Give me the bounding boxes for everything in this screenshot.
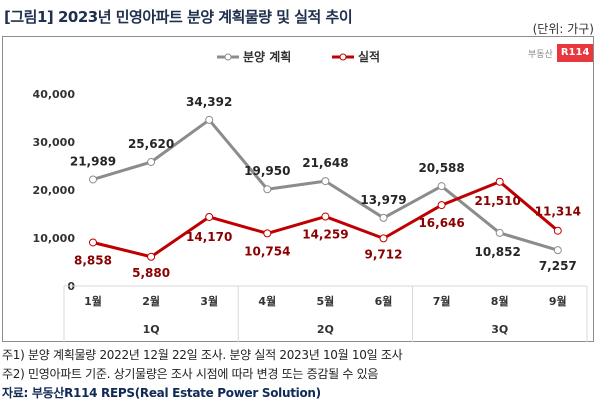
quarter-label: 1Q bbox=[143, 323, 160, 336]
y-tick-label: 40,000 bbox=[33, 88, 76, 101]
x-tick-label: 8월 bbox=[491, 294, 509, 308]
data-point bbox=[89, 238, 97, 247]
data-label: 21,989 bbox=[70, 154, 116, 168]
data-label: 14,170 bbox=[186, 230, 232, 244]
chart-frame bbox=[2, 36, 594, 342]
y-tick-label: 10,000 bbox=[33, 232, 76, 245]
data-label: 25,620 bbox=[128, 137, 174, 151]
line-chart: 010,00020,00030,00040,0001Q2Q3Q1월2월3월4월5… bbox=[33, 49, 588, 342]
data-point bbox=[89, 175, 97, 184]
data-point bbox=[379, 213, 388, 222]
data-point bbox=[495, 177, 504, 186]
legend-label: 분양 계획 bbox=[243, 49, 291, 64]
x-tick-label: 4월 bbox=[258, 294, 276, 308]
data-point bbox=[321, 212, 330, 221]
logo-text: 부동산 bbox=[528, 49, 553, 60]
footnote-1: 주1) 분양 계획물량 2022년 12월 22일 조사. 분양 실적 2023… bbox=[2, 348, 403, 362]
legend-label: 실적 bbox=[358, 49, 380, 64]
data-point bbox=[553, 226, 562, 235]
x-tick-label: 3월 bbox=[200, 294, 218, 308]
data-point bbox=[205, 212, 214, 221]
logo-badge: R114 bbox=[556, 44, 594, 62]
data-point bbox=[321, 177, 330, 186]
data-label: 16,646 bbox=[418, 216, 464, 230]
data-point bbox=[437, 182, 446, 191]
unit-label: (단위: 가구) bbox=[532, 22, 594, 36]
quarter-label: 3Q bbox=[491, 323, 508, 336]
data-label: 9,712 bbox=[365, 247, 403, 261]
data-label: 10,852 bbox=[475, 245, 521, 259]
data-label: 13,979 bbox=[360, 193, 406, 207]
data-point bbox=[379, 234, 388, 243]
data-point bbox=[263, 229, 272, 238]
data-label: 21,648 bbox=[302, 156, 348, 170]
data-label: 21,510 bbox=[475, 194, 521, 208]
data-label: 20,588 bbox=[418, 161, 464, 175]
footnote-2: 주2) 민영아파트 기준. 상기물량은 조사 시점에 따라 변경 또는 증감될 … bbox=[2, 367, 379, 381]
data-point bbox=[437, 201, 446, 210]
x-tick-label: 5월 bbox=[317, 294, 335, 308]
data-label: 11,314 bbox=[535, 205, 581, 219]
data-point bbox=[553, 246, 562, 255]
x-tick-label: 2월 bbox=[142, 294, 160, 308]
data-label: 7,257 bbox=[539, 259, 577, 273]
x-tick-label: 7월 bbox=[433, 294, 451, 308]
quarter-label: 2Q bbox=[317, 323, 334, 336]
footnotes: 주1) 분양 계획물량 2022년 12월 22일 조사. 분양 실적 2023… bbox=[2, 346, 403, 403]
data-point bbox=[495, 228, 504, 237]
data-label: 8,858 bbox=[74, 253, 112, 267]
data-point bbox=[205, 115, 214, 124]
legend-marker bbox=[224, 53, 232, 61]
logo: 부동산 R114 bbox=[528, 44, 594, 62]
y-tick-label: 20,000 bbox=[33, 184, 76, 197]
data-label: 34,392 bbox=[186, 95, 232, 109]
data-point bbox=[147, 252, 156, 261]
data-label: 10,754 bbox=[244, 244, 290, 258]
source-note: 자료: 부동산R114 REPS(Real Estate Power Solut… bbox=[2, 386, 321, 400]
data-point bbox=[263, 185, 272, 194]
x-tick-label: 9월 bbox=[549, 294, 567, 308]
x-tick-label: 1월 bbox=[84, 294, 102, 308]
data-label: 14,259 bbox=[302, 228, 348, 242]
data-label: 19,950 bbox=[244, 164, 290, 178]
data-label: 5,880 bbox=[132, 266, 170, 280]
legend-marker bbox=[339, 53, 347, 61]
y-tick-label: 30,000 bbox=[33, 136, 76, 149]
x-tick-label: 6월 bbox=[375, 294, 393, 308]
chart-title: [그림1] 2023년 민영아파트 분양 계획물량 및 실적 추이 bbox=[4, 8, 353, 26]
data-point bbox=[147, 158, 156, 167]
